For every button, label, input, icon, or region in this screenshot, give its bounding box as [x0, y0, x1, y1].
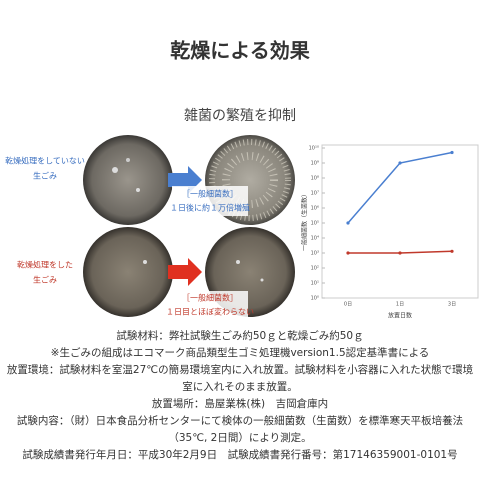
colony — [260, 278, 264, 282]
note: 試験内容：（財）日本食品分析センターにて検体の一般細菌数（生菌数）を標準寒天平板… — [16, 415, 464, 444]
dish — [83, 227, 173, 317]
colony — [112, 167, 118, 173]
panel-label: 乾燥処理をしていない — [5, 156, 85, 166]
arrow — [168, 258, 202, 286]
colony — [126, 158, 130, 162]
panel-label: 生ごみ — [33, 171, 57, 181]
colony — [236, 260, 240, 264]
colony — [143, 260, 147, 264]
title: 乾燥による効果 — [170, 39, 309, 63]
y-tick-label: 10⁷ — [311, 191, 319, 197]
y-tick-label: 10⁸ — [311, 176, 319, 182]
note: 放置環境：試験材料を室温27℃の簡易環境室内に入れ放置。試験材料を小容器に入れた… — [6, 364, 474, 393]
plot-frame — [321, 144, 479, 299]
point — [346, 221, 350, 225]
dish — [83, 135, 173, 225]
x-axis-title: 放置日数 — [388, 312, 412, 320]
caption: ［一般細菌数］ — [182, 293, 238, 303]
note: 試験成績書発行年月日：平成30年2月9日 試験成績書発行番号：第17146359… — [22, 449, 458, 461]
y-tick-label: 10⁹ — [311, 161, 319, 167]
y-tick-label: 10⁰ — [311, 296, 319, 302]
subtitle: 雑菌の繁殖を抑制 — [184, 107, 296, 124]
caption: １日目とほぼ変わらない — [166, 307, 254, 317]
x-tick-label: 0日 — [344, 302, 352, 308]
point — [398, 251, 402, 255]
infographic: 乾燥による効果 雑菌の繁殖を抑制 乾燥処理をしていない 生ごみ ［一般細菌数］ … — [5, 39, 479, 321]
y-tick-label: 10⁴ — [311, 236, 319, 242]
row-1: 乾燥処理をしていない 生ごみ ［一般細菌数］ １日後に約１万倍増殖 — [5, 135, 295, 225]
point — [450, 249, 454, 253]
x-tick-label: 3日 — [448, 302, 456, 308]
row-2: 乾燥処理をした 生ごみ ［一般細菌数］ １日目とほぼ変わらない — [17, 227, 295, 321]
colonies — [222, 152, 278, 208]
colonies — [209, 139, 291, 221]
caption-bg — [172, 291, 248, 321]
colony — [136, 188, 140, 192]
panel-label: 生ごみ — [33, 275, 57, 285]
y-tick-label: 10¹⁰ — [309, 146, 319, 152]
y-tick-label: 10³ — [311, 251, 319, 257]
note: ※生ごみの組成はエコマーク商品類型生ゴミ処理機version1.5認定基準書によ… — [50, 347, 430, 359]
caption: ［一般細菌数］ — [182, 189, 238, 199]
point — [346, 251, 350, 255]
x-tick-label: 1日 — [396, 302, 404, 308]
y-axis-title: 一般細菌数（生菌数） — [301, 191, 309, 251]
y-tick-label: 10⁶ — [311, 206, 319, 212]
point — [450, 150, 454, 155]
note: 試験材料：弊社試験生ごみ約50ｇと乾燥ごみ約50ｇ — [116, 330, 364, 342]
panel-label: 乾燥処理をした — [17, 260, 73, 270]
notes: 試験材料：弊社試験生ごみ約50ｇと乾燥ごみ約50ｇ ※生ごみの組成はエコマーク商品… — [6, 328, 474, 464]
note: 放置場所：島屋業株(株) 吉岡倉庫内 — [151, 398, 329, 410]
point — [398, 161, 402, 165]
caption: １日後に約１万倍増殖 — [170, 203, 250, 213]
caption-bg — [172, 186, 248, 216]
y-tick-label: 10¹ — [311, 281, 319, 287]
y-tick-label: 10² — [311, 266, 319, 272]
y-tick-label: 10⁵ — [311, 221, 319, 227]
